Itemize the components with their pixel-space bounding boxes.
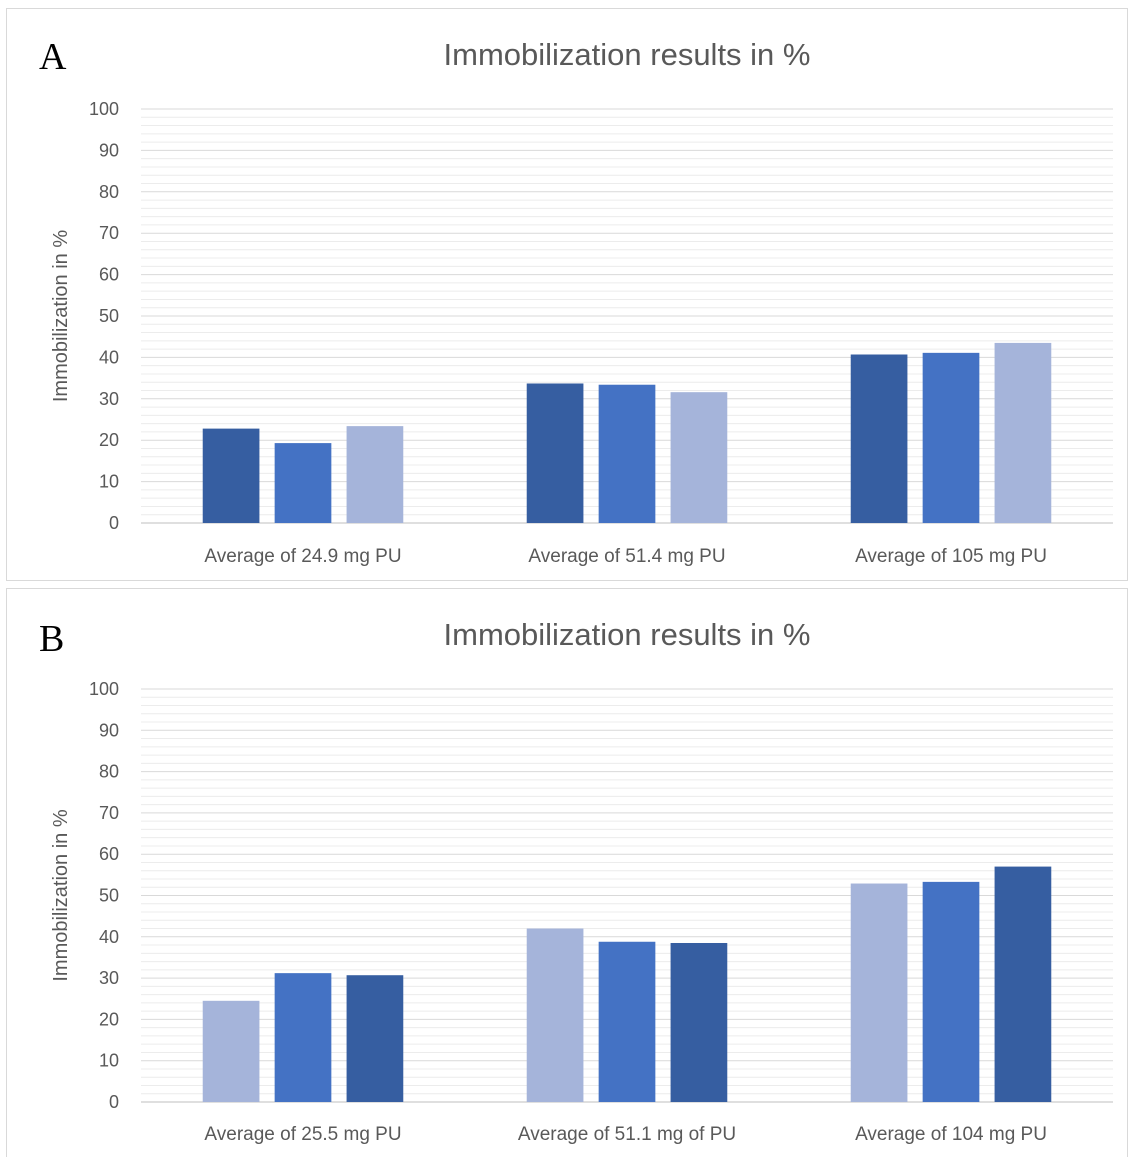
chart-b-title: Immobilization results in % — [444, 617, 811, 652]
chart-a-bar — [202, 428, 260, 523]
chart-b-ytick-label: 20 — [99, 1009, 119, 1029]
chart-a-bar — [274, 443, 332, 523]
chart-a-bar — [850, 354, 908, 523]
chart-b-bar — [850, 883, 908, 1102]
chart-a-category-label: Average of 51.4 mg PU — [528, 546, 725, 567]
chart-b-ytick-label: 30 — [99, 968, 119, 988]
chart-b-category-label: Average of 104 mg PU — [855, 1124, 1047, 1145]
chart-b-category-label: Average of 51.1 mg of PU — [518, 1124, 736, 1145]
chart-a-ytick-label: 50 — [99, 306, 119, 326]
chart-a-bar — [526, 383, 584, 523]
chart-b-ytick-label: 100 — [89, 679, 119, 699]
chart-a-bar — [598, 384, 656, 523]
chart-a-ytick-label: 90 — [99, 140, 119, 160]
chart-b-ytick-label: 40 — [99, 927, 119, 947]
chart-a-ytick-label: 100 — [89, 99, 119, 119]
chart-b-svg: B Immobilization results in % 0 10 20 30 40 50 6… — [39, 617, 1113, 1145]
chart-b-bar — [922, 881, 980, 1102]
chart-b-bar — [598, 941, 656, 1102]
chart-a-title: Immobilization results in % — [444, 37, 811, 72]
chart-b-bar — [670, 942, 728, 1102]
chart-a-ytick-label: 80 — [99, 182, 119, 202]
chart-b-ytick-label: 10 — [99, 1051, 119, 1071]
chart-b-ytick-label: 70 — [99, 803, 119, 823]
chart-b-ytick-label: 50 — [99, 886, 119, 906]
chart-a-ytick-label: 60 — [99, 265, 119, 285]
chart-a-ytick-label: 10 — [99, 472, 119, 492]
chart-b-bar — [274, 973, 332, 1102]
chart-a-panel-letter: A — [39, 36, 67, 78]
chart-a-bar — [994, 342, 1052, 523]
chart-a-svg: A Immobilization results in % 0 10 20 30 40 50 6… — [39, 36, 1113, 567]
chart-b-bar — [202, 1000, 260, 1102]
chart-a-bar — [922, 352, 980, 523]
chart-a-ytick-label: 70 — [99, 223, 119, 243]
chart-a-category-label: Average of 105 mg PU — [855, 546, 1047, 567]
chart-b-bar — [346, 975, 404, 1102]
chart-a-bar — [670, 392, 728, 523]
chart-panel-a: A Immobilization results in % 0 10 20 30 40 50 6… — [6, 8, 1128, 581]
chart-b-ytick-label: 90 — [99, 720, 119, 740]
chart-b-category-label: Average of 25.5 mg PU — [204, 1124, 401, 1145]
chart-b-panel-letter: B — [39, 618, 64, 660]
chart-b-bar — [526, 928, 584, 1102]
chart-b-bar — [994, 866, 1052, 1102]
chart-b-ytick-label: 60 — [99, 844, 119, 864]
chart-a-ytick-label: 0 — [109, 513, 119, 533]
chart-b-ylabel: Immobilization in % — [50, 809, 72, 982]
chart-a-bar — [346, 426, 404, 523]
chart-panel-b: B Immobilization results in % 0 10 20 30 40 50 6… — [6, 588, 1128, 1157]
chart-a-ylabel: Immobilization in % — [50, 230, 72, 403]
chart-b-ytick-label: 0 — [109, 1092, 119, 1112]
chart-a-category-label: Average of 24.9 mg PU — [204, 546, 401, 567]
chart-a-ytick-label: 30 — [99, 389, 119, 409]
chart-b-ytick-label: 80 — [99, 762, 119, 782]
chart-a-ytick-label: 40 — [99, 347, 119, 367]
chart-a-ytick-label: 20 — [99, 430, 119, 450]
